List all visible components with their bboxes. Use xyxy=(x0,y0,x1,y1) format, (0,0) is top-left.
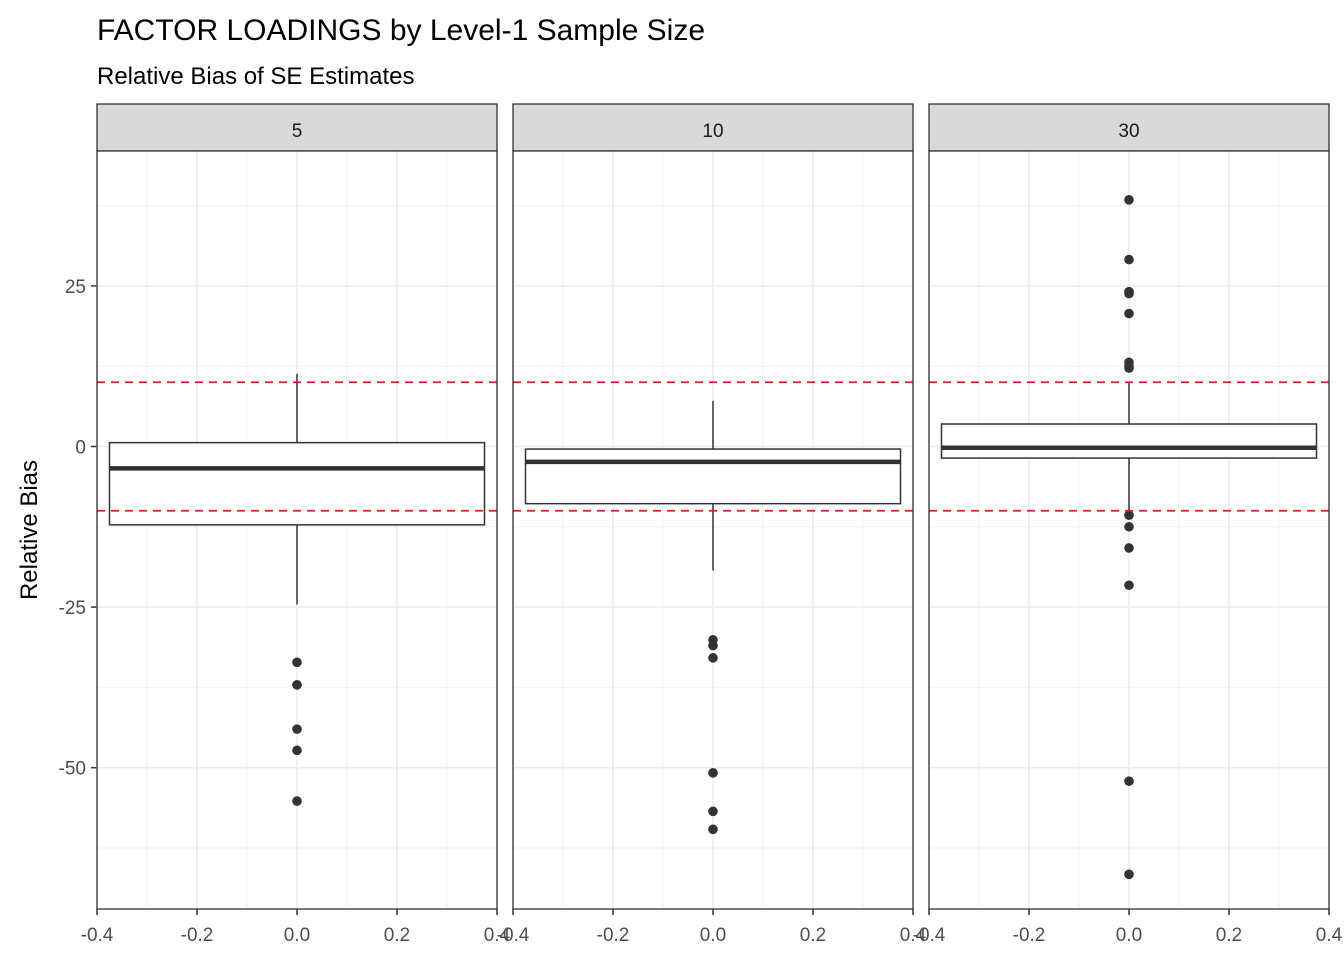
y-axis-label: Relative Bias xyxy=(16,460,43,600)
outlier-point xyxy=(1124,308,1134,319)
facet-panels: 5 -0.4 -0.2 0.0 0.2 0.4 10 -0.4 -0.2 0.0 0.2 0.4 30 -… xyxy=(81,103,1343,946)
chart-title: FACTOR LOADINGS by Level-1 Sample Size xyxy=(97,14,705,47)
box xyxy=(108,441,486,526)
facet-strip xyxy=(928,103,1330,152)
outlier-point xyxy=(1124,510,1134,521)
outlier-point xyxy=(1124,363,1134,373)
outlier-point xyxy=(1124,521,1134,532)
box xyxy=(524,448,902,505)
outlier-point xyxy=(1124,195,1134,205)
facet-panel: 30 -0.4 -0.2 0.0 0.2 0.4 xyxy=(913,103,1343,946)
x-tick-label: -0.2 xyxy=(181,925,214,946)
facet-strip-label: 5 xyxy=(292,121,303,142)
x-tick-label: 0.4 xyxy=(1316,925,1343,946)
outlier-point xyxy=(1124,869,1134,880)
facet-strip xyxy=(96,103,498,152)
box xyxy=(940,423,1318,459)
y-tick-label: 25 xyxy=(65,277,86,298)
y-tick-label: -50 xyxy=(59,759,86,780)
x-tick-label: 0.2 xyxy=(800,925,826,946)
x-tick-label: 0.0 xyxy=(284,925,310,946)
x-tick-label: -0.4 xyxy=(497,925,530,946)
x-tick-label: 0.0 xyxy=(700,925,726,946)
x-tick-label: 0.2 xyxy=(384,925,410,946)
x-tick-label: 0.4 xyxy=(484,925,511,946)
outlier-point xyxy=(708,640,718,651)
outlier-point xyxy=(292,796,302,806)
x-tick-label: 0.0 xyxy=(1116,925,1142,946)
outlier-point xyxy=(1124,288,1134,299)
facet-panel: 10 -0.4 -0.2 0.0 0.2 0.4 xyxy=(497,103,927,946)
outlier-point xyxy=(1124,543,1134,553)
x-tick-label: -0.2 xyxy=(597,925,630,946)
outlier-point xyxy=(292,724,302,734)
outlier-point xyxy=(292,745,302,756)
facet-strip-label: 30 xyxy=(1118,121,1139,142)
x-tick-label: -0.4 xyxy=(913,925,946,946)
chart-subtitle: Relative Bias of SE Estimates xyxy=(97,63,414,90)
outlier-point xyxy=(1124,254,1134,265)
x-tick-label: -0.4 xyxy=(81,925,114,946)
x-tick-label: 0.4 xyxy=(900,925,927,946)
outlier-point xyxy=(292,657,302,668)
y-tick-label: 0 xyxy=(75,437,86,458)
facet-strip xyxy=(512,103,914,152)
outlier-point xyxy=(708,824,718,835)
x-tick-label: 0.2 xyxy=(1216,925,1242,946)
y-tick-label: -25 xyxy=(59,598,86,619)
outlier-point xyxy=(708,768,718,778)
outlier-point xyxy=(708,653,718,663)
x-tick-label: -0.2 xyxy=(1013,925,1046,946)
outlier-point xyxy=(1124,580,1134,591)
y-axis: 25 0 -25 -50 xyxy=(59,277,97,780)
outlier-point xyxy=(292,680,302,690)
outlier-point xyxy=(1124,776,1134,786)
outlier-point xyxy=(708,806,718,817)
facet-strip-label: 10 xyxy=(702,121,723,142)
facet-panel: 5 -0.4 -0.2 0.0 0.2 0.4 xyxy=(81,103,511,946)
